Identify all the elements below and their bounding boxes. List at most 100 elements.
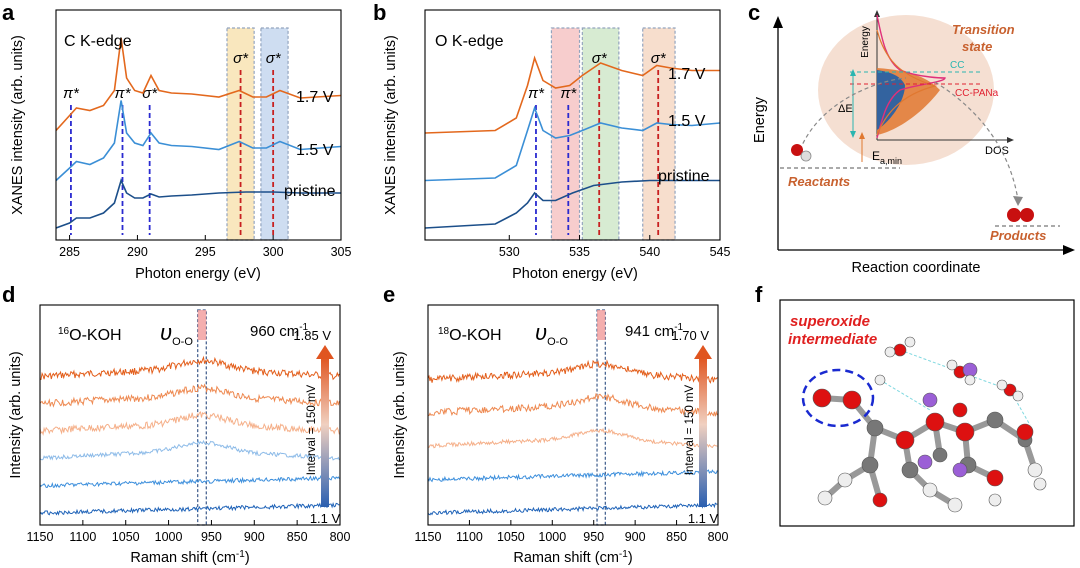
e-colorbar-arrowhead [694,345,712,359]
a-marker-label-3: σ* [233,50,249,67]
panel-b: b π* π* σ* σ* 530 535 540 545 O K-edge Photon … [373,0,730,282]
atom-0 [866,419,884,437]
atom-7 [986,411,1004,429]
panel-a-label: a [2,0,15,25]
superoxide-label-1: superoxide [790,313,870,330]
b-marker-label-2: σ* [592,50,608,67]
panel-a-ylabel: XANES intensity (arb. units) [10,35,26,215]
ea-min-label: Ea,min [872,149,902,166]
panel-a-markers: π* π* σ* σ* σ* [63,50,282,235]
panel-b-ylabel: XANES intensity (arb. units) [383,35,399,215]
atom-31 [884,346,896,358]
atom-39 [1033,477,1047,491]
inset-x-arrowhead [1007,137,1014,143]
d-tick-label-0: 1150 [27,530,54,544]
panel-e-colorbar: 1.70 V 1.1 V Interval = 150 mV [671,328,718,526]
atom-38 [988,493,1002,507]
b-tick-label-3: 545 [710,245,731,259]
panel-b-label: b [373,0,386,25]
atom-29 [922,482,938,498]
b-tick-label-1: 535 [569,245,590,259]
panel-c-x-axis-label: Reaction coordinate [852,260,981,276]
panel-a-x-ticks: 285 290 295 300 305 [59,235,351,259]
h-bond-3 [879,379,931,411]
atom-18 [872,492,888,508]
panel-d-ylabel: Intensity (arb. units) [8,351,24,478]
atom-30 [1027,462,1043,478]
panel-e-label: e [383,282,395,307]
a-series-pristine [55,178,341,229]
transition-state-label-1: Transition [952,22,1015,37]
product-oxygen-atom-1 [1007,208,1021,222]
atom-4 [861,456,879,474]
panel-d-label: d [2,282,15,307]
atom-36 [1012,390,1024,402]
superoxide-highlight-circle [801,368,875,428]
panel-f-frame [779,299,1075,527]
d-tick-label-6: 850 [287,530,308,544]
panel-e-xlabel: Raman shift (cm-1) [513,549,632,566]
b-series-label-2: pristine [658,168,710,185]
panel-b-xlabel: Photon energy (eV) [512,266,638,282]
panel-d-peak: 960 cm-1 [250,322,309,340]
delta-e-label: ΔE [838,103,853,115]
panel-c-x-arrowhead [1063,245,1075,255]
inset-energy-label: Energy [860,26,871,58]
d-spectrum-3 [39,439,340,461]
atom-14 [955,422,975,442]
reactant-hydrogen-atom [800,150,812,162]
d-spectrum-4 [39,475,340,489]
panel-d-mode: υO-O [160,320,193,348]
d-tick-label-4: 950 [201,530,222,544]
b-marker-label-3: σ* [651,50,667,67]
e-spectrum-4 [427,501,718,516]
atom-15 [986,469,1004,487]
atom-9 [932,447,948,463]
b-series-pristine [424,179,720,229]
panel-d: d 1150 1100 1050 1000 950 900 850 800 16O-KOH υ… [2,282,350,566]
dos-cc-pana-curve [876,29,938,136]
panel-b-x-ticks: 530 535 540 545 [499,235,731,259]
transition-state-label-2: state [962,39,992,54]
b-series-1.7v [424,55,720,134]
panel-d-axes-frame [39,304,341,526]
atom-16 [952,402,968,418]
panel-f-molecule: f superoxide intermediate [755,282,1075,527]
b-tick-label-2: 540 [639,245,660,259]
atom-35 [996,379,1008,391]
e-colorbar-top-label: 1.70 V [671,328,709,343]
molecular-model [812,336,1047,513]
products-label: Products [990,228,1046,243]
d-tick-label-1: 1100 [69,530,96,544]
d-colorbar-arrowhead [316,345,334,359]
a-series-1.5v [55,100,342,182]
d-spectrum-0 [39,355,340,381]
a-series-label-0: 1.7 V [296,89,334,106]
d-colorbar-bottom-label: 1.1 V [310,511,341,526]
panel-a-axes-frame [55,9,342,241]
e-spectrum-2 [427,427,718,449]
panel-e-sample: 18O-KOH [438,326,502,344]
e-tick-label-0: 1150 [415,530,442,544]
d-colorbar-top-label: 1.85 V [293,328,331,343]
e-spectrum-3 [427,469,718,483]
inset-y-arrowhead [874,10,880,17]
d-colorbar-interval-label: Interval = 150 mV [306,384,318,475]
a-highlight-box-1 [260,27,289,241]
d-tick-label-3: 1000 [155,530,183,544]
a-marker-label-4: σ* [266,50,282,67]
a-tick-label-1: 290 [127,245,148,259]
e-colorbar-bar [699,357,707,507]
e-tick-label-2: 1050 [497,530,525,544]
panel-a-highlight-boxes [226,27,289,241]
atom-33 [946,359,958,371]
b-marker-label-0: π* [528,85,545,102]
e-colorbar-interval-label: Interval = 150 mV [684,384,696,475]
b-marker-label-1: π* [560,85,577,102]
a-marker-label-2: σ* [142,85,158,102]
reaction-arrowhead [1013,196,1023,206]
panel-b-axes-frame [424,9,721,241]
e-spectrum-1 [427,393,718,417]
panel-a-series-labels: 1.7 V 1.5 V pristine [284,89,336,200]
